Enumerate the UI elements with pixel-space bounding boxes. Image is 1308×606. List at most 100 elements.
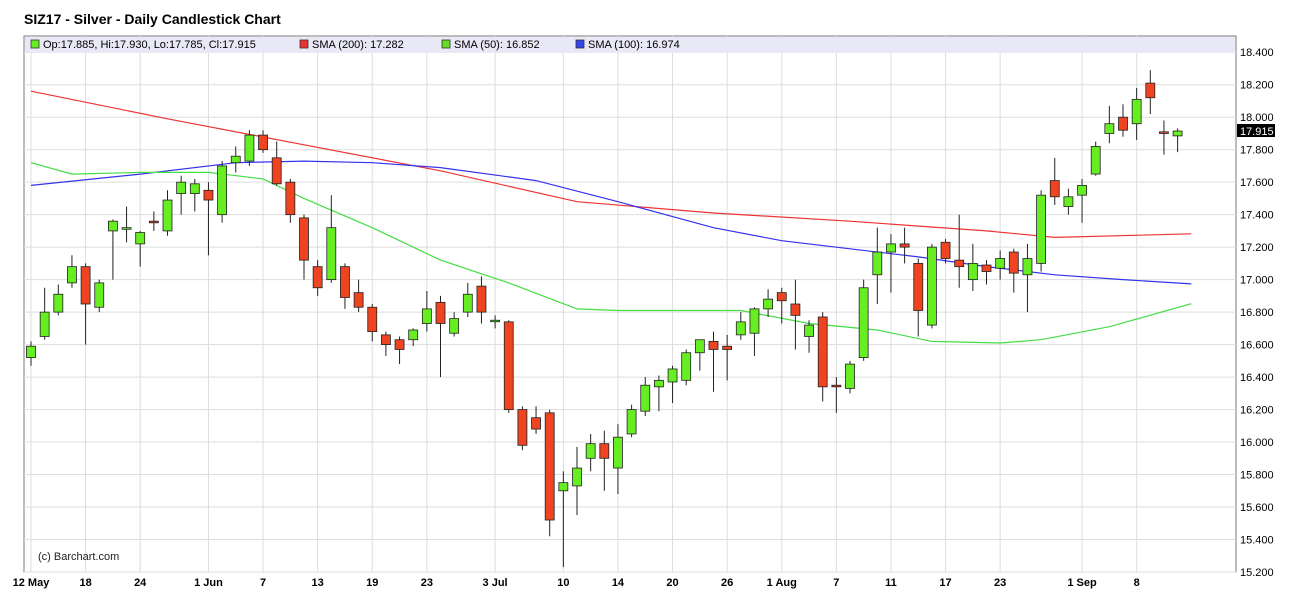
last-price-marker: 17.915 (1237, 124, 1275, 138)
candle (476, 276, 487, 324)
candle-body (913, 262, 924, 311)
candle-body (462, 293, 473, 313)
y-tick-label: 16.400 (1240, 372, 1274, 384)
candle (981, 260, 992, 285)
candle (1118, 104, 1128, 137)
candle-body (230, 155, 241, 164)
x-axis: 12 May 18 24 1 Jun 7 13 19 23 3 Jul 10 14 20 26 1 Aug… (13, 577, 1140, 589)
legend-sma100-swatch (575, 39, 585, 49)
candle-body (667, 368, 678, 383)
candle-body (1063, 196, 1074, 207)
x-tick-label: 23 (994, 577, 1006, 589)
candle-body (394, 339, 405, 350)
candle-body (244, 134, 255, 162)
candle-body (1090, 146, 1101, 175)
credit: (c) Barchart.com (38, 551, 119, 563)
candle-body (804, 324, 814, 337)
candle (1104, 105, 1115, 144)
x-tick-label: 26 (721, 577, 733, 589)
candle (845, 360, 855, 394)
candle-body (148, 220, 159, 224)
candle-body (1036, 194, 1046, 264)
candle (258, 130, 268, 153)
candle-body (613, 436, 623, 469)
candle (1145, 70, 1156, 114)
candle (558, 471, 569, 568)
candle-body (53, 293, 64, 313)
candle (708, 331, 719, 392)
candle-body (67, 266, 77, 284)
candle (26, 341, 36, 366)
candle-body (380, 334, 391, 346)
candle (299, 214, 309, 280)
candle (544, 409, 555, 537)
candles (26, 70, 1183, 568)
candle (599, 430, 610, 491)
candle-body (626, 409, 637, 435)
candle (995, 250, 1006, 280)
candle (189, 178, 200, 212)
sma-line (30, 90, 1192, 239)
candle (1159, 120, 1169, 155)
candle (831, 377, 842, 413)
candle (326, 195, 337, 283)
candle (1172, 128, 1183, 153)
candle (817, 312, 828, 402)
candle (271, 141, 282, 186)
candle-body (1008, 251, 1019, 274)
x-tick-label: 7 (260, 577, 266, 589)
candle (585, 433, 596, 472)
candle (80, 263, 91, 345)
candle (626, 404, 637, 438)
candle-body (927, 246, 937, 326)
x-tick-label: 19 (366, 577, 378, 589)
candle (367, 304, 378, 342)
y-axis: 15.200 15.400 15.600 15.800 16.000 16.200 16.4… (1240, 47, 1274, 579)
candle (954, 214, 965, 288)
y-tick-label: 17.600 (1240, 177, 1274, 189)
x-tick-label: 14 (612, 577, 625, 589)
x-tick-label: 8 (1134, 577, 1140, 589)
candle-body (121, 227, 132, 230)
candle-body (1118, 116, 1128, 131)
candle-body (1049, 180, 1060, 198)
x-tick-label: 12 May (13, 577, 51, 589)
candle (490, 315, 501, 329)
legend-bar (25, 37, 1235, 53)
x-tick-label: 17 (939, 577, 951, 589)
candle-body (217, 165, 228, 216)
x-tick-label: 1 Aug (767, 577, 797, 589)
y-tick-label: 18.200 (1240, 80, 1274, 92)
candle-body (503, 321, 514, 410)
candle (39, 287, 50, 340)
candle-body (435, 301, 446, 324)
candle-body (312, 266, 323, 289)
candle (408, 328, 419, 347)
legend-ohlc: Op:17.885, Hi:17.930, Lo:17.785, Cl:17.9… (43, 39, 256, 51)
candle-body (94, 282, 105, 308)
legend-sma100: SMA (100): 16.974 (588, 39, 680, 51)
candle-body (981, 264, 992, 272)
legend: Op:17.885, Hi:17.930, Lo:17.785, Cl:17.9… (30, 39, 680, 51)
candle-body (831, 384, 842, 388)
candle (858, 279, 869, 361)
candle (230, 146, 241, 173)
candle-body (749, 308, 760, 334)
y-tick-label: 16.200 (1240, 405, 1274, 417)
candle-body (886, 243, 896, 253)
candle (108, 219, 118, 280)
x-tick-label: 24 (134, 577, 147, 589)
candle (1131, 87, 1142, 140)
candle (694, 339, 705, 371)
x-tick-label: 3 Jul (483, 577, 508, 589)
candle (790, 279, 801, 350)
candle-body (1172, 130, 1183, 137)
candle-body (26, 345, 36, 359)
candle (394, 336, 405, 365)
y-tick-label: 18.000 (1240, 112, 1274, 124)
legend-sma200-swatch (299, 39, 309, 49)
candle (1049, 157, 1060, 205)
candle-body (39, 311, 50, 337)
candle (763, 289, 773, 317)
